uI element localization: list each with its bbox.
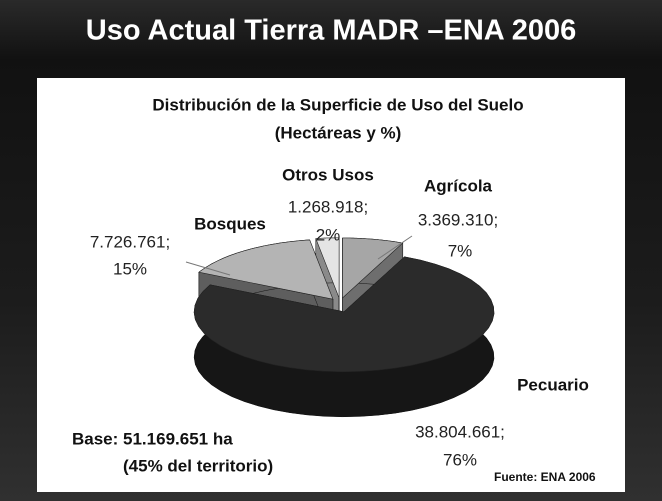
percentage-label: 15% (113, 259, 147, 278)
value-label: 1.268.918; (288, 197, 368, 216)
category-label: Pecuario (517, 375, 589, 394)
percentage-label: 7% (448, 241, 473, 260)
slide-title: Uso Actual Tierra MADR –ENA 2006 (86, 15, 576, 47)
value-label: 7.726.761; (90, 232, 170, 251)
slice (198, 239, 334, 300)
annotation: Base: 51.169.651 ha (72, 429, 233, 448)
leader-line (185, 261, 231, 276)
chart-subtitle: (Hectáreas y %) (275, 123, 402, 142)
chart-title: Distribución de la Superficie de Uso del… (152, 95, 523, 114)
value-label: 3.369.310; (418, 210, 498, 229)
percentage-label: 76% (443, 450, 477, 469)
category-label: Agrícola (424, 176, 493, 195)
leader-line (377, 235, 413, 260)
percentage-label: 2% (316, 225, 341, 244)
category-label: Bosques (194, 214, 266, 233)
annotation: (45% del territorio) (123, 456, 273, 475)
slice (193, 256, 495, 373)
value-label: 38.804.661; (415, 422, 505, 441)
slice (315, 237, 340, 298)
category-label: Otros Usos (282, 165, 374, 184)
pie (193, 237, 495, 418)
source: Fuente: ENA 2006 (494, 470, 596, 484)
